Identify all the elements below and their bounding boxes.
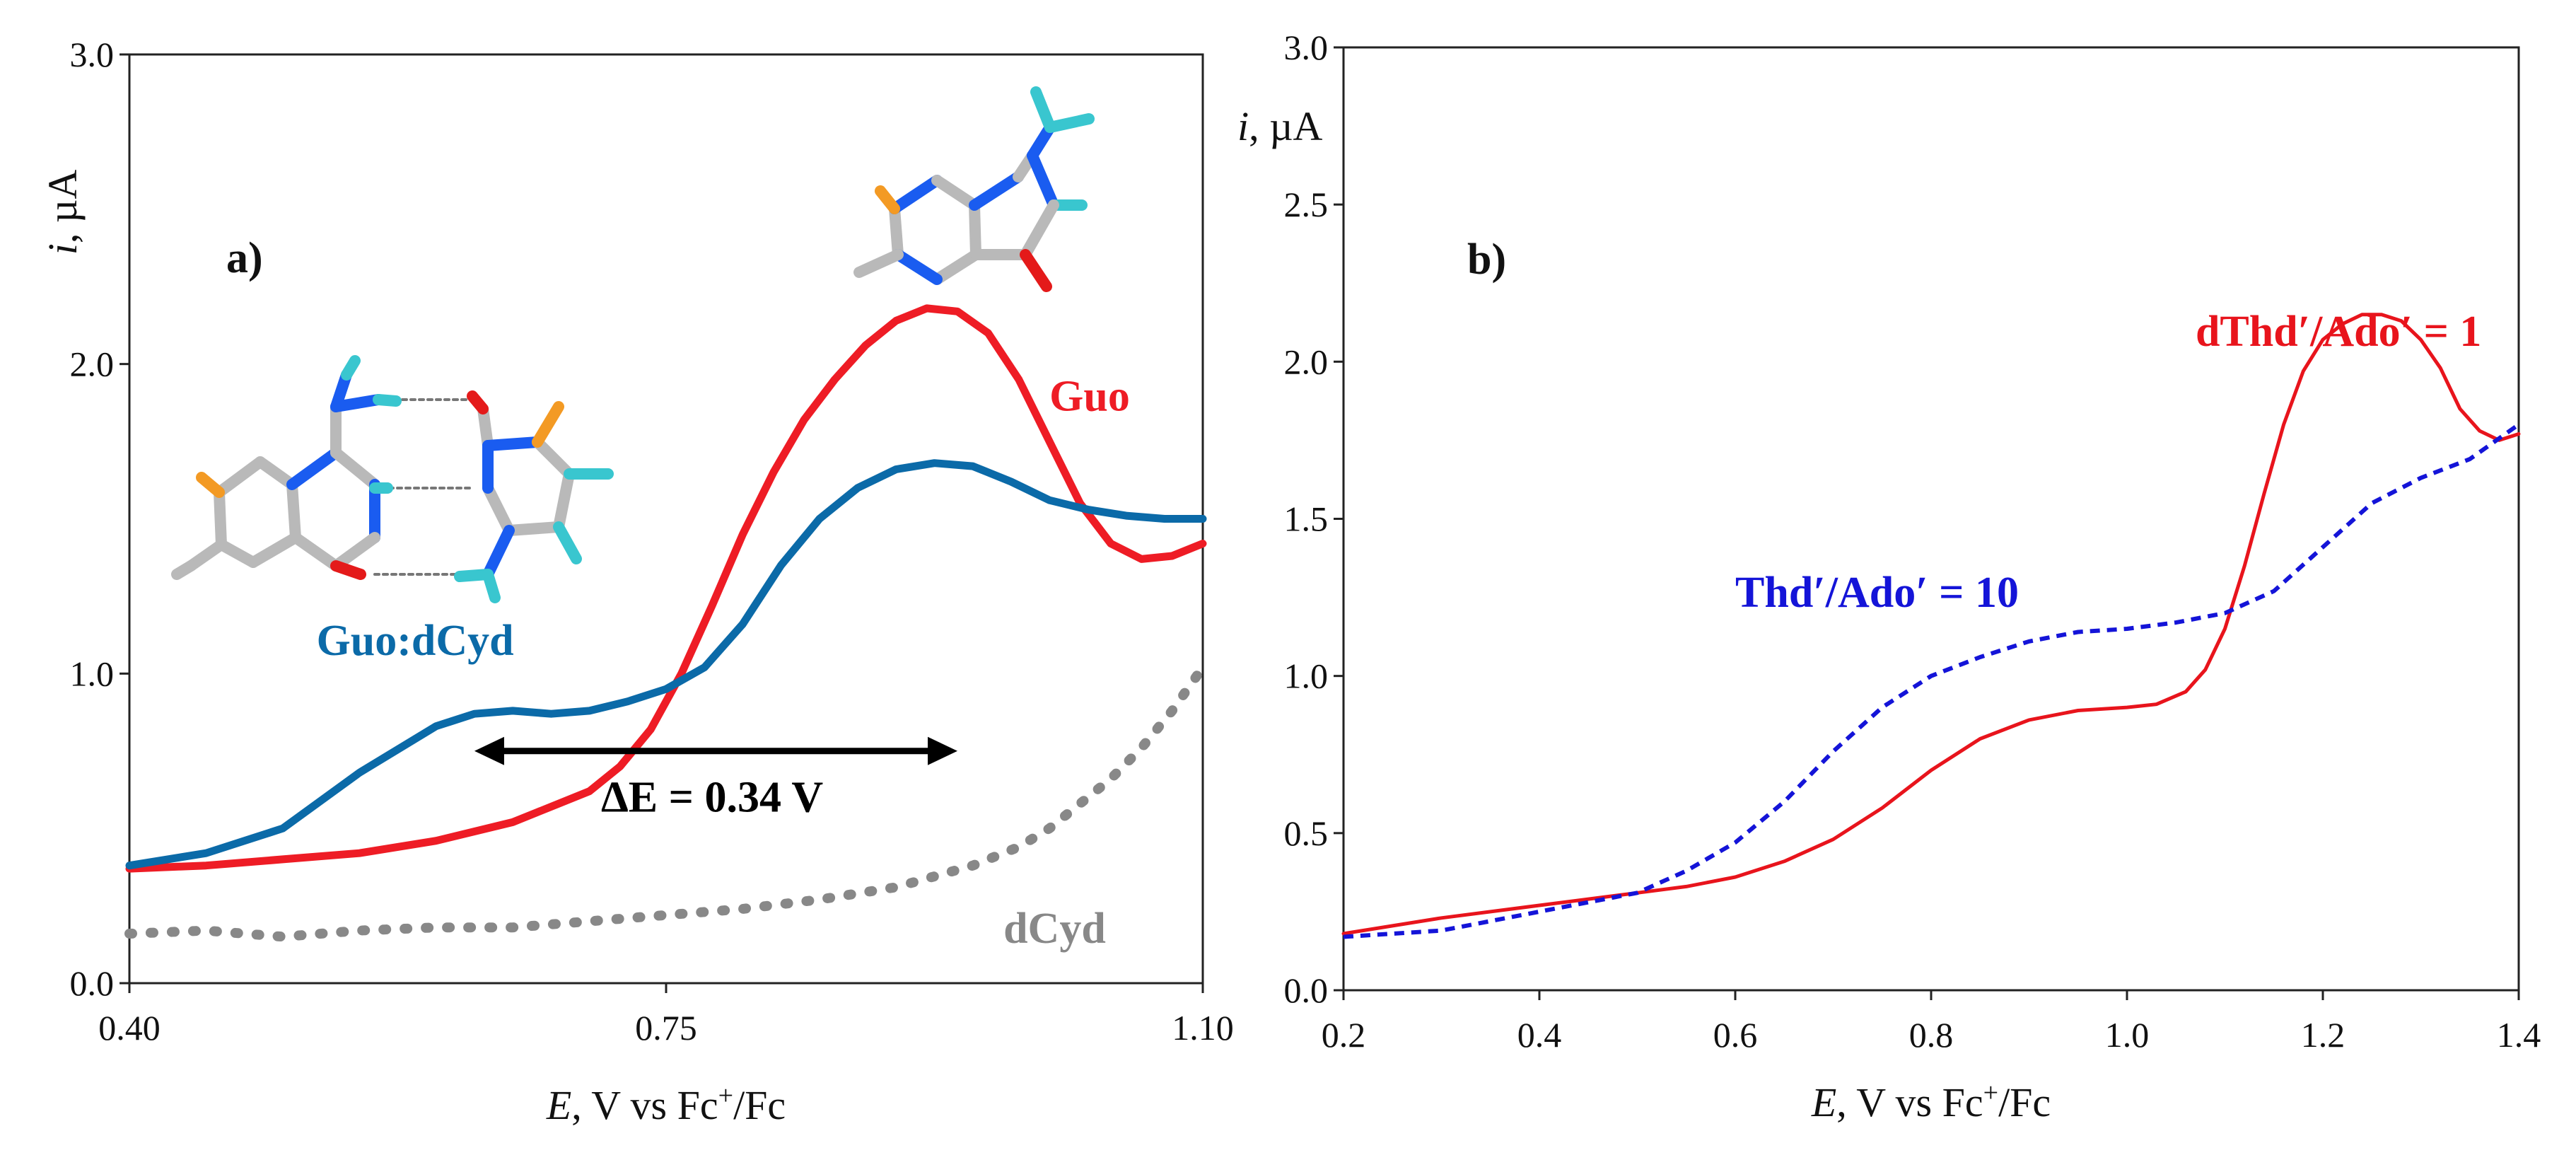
panel-b: 0.0 0.5 1.0 1.5 2.0 2.5 3.0 0.2 0.4 0.6 0.8 1.0 1.2… <box>1237 28 2541 1125</box>
panel-label-a: a) <box>226 234 263 282</box>
x-tick-label: 1.0 <box>2105 1015 2150 1055</box>
series-labels-a: Guo Guo:dCyd dCyd <box>317 372 1130 953</box>
x-tick-label: 1.2 <box>2301 1015 2345 1055</box>
series-b <box>1341 313 2521 939</box>
series-line-a-1 <box>125 459 1207 870</box>
plot-frame-b <box>1342 46 2520 992</box>
x-axis-label-b: E, V vs Fc+/Fc <box>1811 1078 2051 1125</box>
guo-molecule-icon <box>853 86 1095 292</box>
series-labels-b: dThd′/Ado′ = 1 Thd′/Ado′ = 10 <box>1735 308 2481 617</box>
series-line-b-0 <box>1341 313 2521 936</box>
series-line-a-2 <box>124 662 1208 942</box>
series-label: Thd′/Ado′ = 10 <box>1735 569 2019 617</box>
series-line-b-1 <box>1343 422 2520 939</box>
y-tick-label: 3.0 <box>70 35 115 74</box>
series-a <box>124 304 1208 942</box>
x-tick-label: 0.6 <box>1713 1015 1758 1055</box>
x-axis-label-a: E, V vs Fc+/Fc <box>546 1081 786 1128</box>
y-tick-label: 0.5 <box>1284 813 1329 853</box>
x-tick-label: 0.2 <box>1322 1015 1366 1055</box>
x-tick-label: 0.75 <box>635 1008 697 1048</box>
x-ticks-a: 0.40 0.75 1.10 <box>98 983 1234 1048</box>
panel-label-b: b) <box>1467 236 1506 284</box>
y-tick-label: 1.0 <box>1284 656 1329 696</box>
y-tick-label: 2.5 <box>1284 185 1329 224</box>
y-tick-label: 2.0 <box>70 344 115 384</box>
x-tick-label: 0.4 <box>1517 1015 1562 1055</box>
y-ticks-b: 0.0 0.5 1.0 1.5 2.0 2.5 3.0 <box>1284 28 1344 1010</box>
y-tick-label: 2.0 <box>1284 342 1329 381</box>
x-ticks-b: 0.2 0.4 0.6 0.8 1.0 1.2 1.4 <box>1322 990 2541 1055</box>
y-tick-label: 1.0 <box>70 654 115 693</box>
guo-dcyd-molecule-icon <box>171 355 614 603</box>
x-tick-label: 1.4 <box>2497 1015 2541 1055</box>
panel-a: 0.0 1.0 2.0 3.0 0.40 0.75 1.10 <box>40 35 1234 1128</box>
arrow-head-right-icon <box>928 736 958 765</box>
cytosine-bonds <box>454 390 614 603</box>
x-tick-label: 1.10 <box>1172 1008 1234 1048</box>
series-label: dCyd <box>1003 905 1106 953</box>
y-tick-label: 3.0 <box>1284 28 1329 67</box>
y-tick-label: 0.0 <box>70 963 115 1003</box>
series-label: Guo <box>1049 372 1130 420</box>
delta-e-annotation: ΔE = 0.34 V <box>474 736 958 821</box>
guanine-bonds <box>171 355 402 580</box>
series-line-a-0 <box>125 304 1207 873</box>
y-axis-label-b: i, µA <box>1237 103 1323 149</box>
y-ticks-a: 0.0 1.0 2.0 3.0 <box>70 35 129 1003</box>
series-label: Guo:dCyd <box>317 617 514 665</box>
x-tick-label: 0.40 <box>98 1008 161 1048</box>
y-tick-label: 1.5 <box>1284 499 1329 539</box>
delta-e-label: ΔE = 0.34 V <box>601 773 823 821</box>
x-tick-label: 0.8 <box>1909 1015 1954 1055</box>
y-axis-label-a: i, µA <box>40 170 86 255</box>
arrow-head-left-icon <box>474 736 504 765</box>
series-label: dThd′/Ado′ = 1 <box>2196 308 2481 356</box>
y-tick-label: 0.0 <box>1284 970 1329 1010</box>
